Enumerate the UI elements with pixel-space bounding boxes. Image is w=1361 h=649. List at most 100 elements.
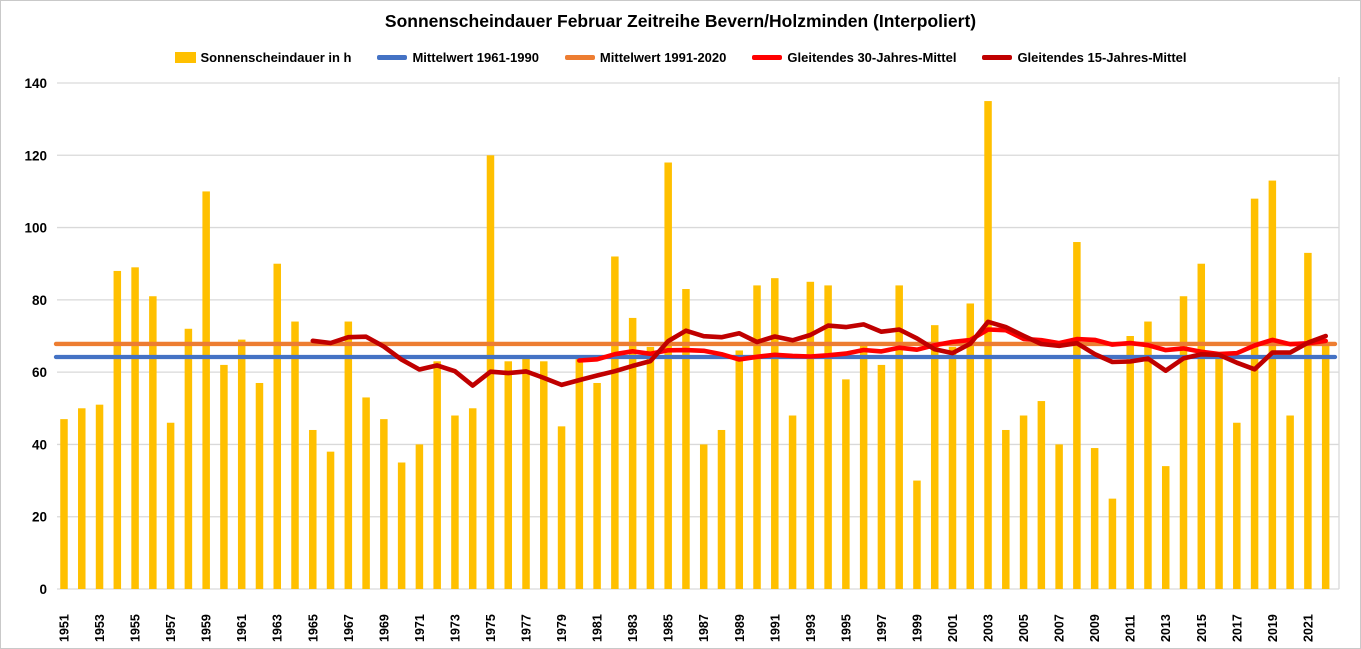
legend-item-3: Gleitendes 30-Jahres-Mittel — [752, 50, 956, 65]
y-tick-100: 100 — [24, 221, 47, 236]
bar-2007 — [1055, 444, 1063, 589]
x-tick-1999: 1999 — [910, 614, 924, 642]
bar-1954 — [113, 270, 122, 589]
x-tick-1959: 1959 — [200, 614, 214, 642]
x-tick-1997: 1997 — [875, 614, 889, 642]
bar-1955 — [131, 267, 139, 589]
chart-title: Sonnenscheindauer Februar Zeitreihe Beve… — [384, 11, 977, 31]
x-tick-2015: 2015 — [1195, 614, 1209, 642]
y-tick-20: 20 — [32, 510, 47, 525]
x-tick-1971: 1971 — [413, 614, 427, 642]
bar-1980 — [575, 357, 584, 589]
x-tick-1953: 1953 — [93, 614, 107, 642]
bar-2018 — [1250, 198, 1259, 589]
bar-1969 — [380, 419, 388, 589]
y-tick-0: 0 — [39, 582, 47, 597]
bar-1982 — [611, 256, 619, 589]
x-tick-1965: 1965 — [306, 614, 320, 642]
x-tick-1981: 1981 — [591, 614, 605, 642]
bar-1985 — [664, 162, 672, 589]
bar-1978 — [540, 361, 548, 589]
bar-1951 — [60, 419, 68, 589]
x-tick-1995: 1995 — [839, 614, 853, 642]
bar-2004 — [1002, 429, 1010, 589]
x-tick-1979: 1979 — [555, 614, 569, 642]
bar-1965 — [309, 429, 317, 589]
bar-1963 — [273, 263, 281, 589]
x-tick-2013: 2013 — [1159, 614, 1173, 642]
bar-2010 — [1108, 498, 1117, 589]
legend-item-0: Sonnenscheindauer in h — [174, 50, 351, 65]
bar-1995 — [842, 379, 850, 589]
bar-2020 — [1286, 415, 1294, 589]
y-tick-80: 80 — [32, 293, 47, 308]
bar-1973 — [451, 415, 459, 589]
bar-1977 — [522, 357, 530, 589]
bar-1968 — [362, 397, 370, 589]
x-tick-1963: 1963 — [271, 614, 285, 642]
bar-1989 — [735, 350, 744, 589]
bar-1976 — [504, 361, 512, 589]
line-swatch-icon — [982, 55, 1013, 60]
bar-2009 — [1090, 448, 1099, 589]
bar-1953 — [95, 404, 104, 589]
x-tick-2011: 2011 — [1124, 615, 1138, 642]
bar-2019 — [1268, 180, 1277, 590]
bar-1960 — [220, 364, 228, 589]
bar-1974 — [468, 408, 477, 589]
x-tick-1957: 1957 — [164, 614, 178, 642]
bar-1970 — [397, 462, 406, 589]
y-tick-60: 60 — [32, 365, 47, 380]
bar-1988 — [717, 429, 726, 589]
bar-1966 — [326, 451, 335, 589]
x-tick-2019: 2019 — [1266, 614, 1280, 642]
bar-1999 — [913, 480, 921, 589]
bar-1992 — [788, 415, 797, 589]
legend-item-1: Mittelwert 1961-1990 — [377, 50, 539, 65]
legend-label: Gleitendes 15-Jahres-Mittel — [1017, 50, 1187, 65]
bar-2015 — [1197, 263, 1206, 589]
bar-1952 — [78, 408, 86, 589]
y-tick-140: 140 — [24, 76, 47, 91]
bar-2008 — [1073, 242, 1081, 589]
x-tick-1985: 1985 — [662, 614, 676, 642]
x-tick-2021: 2021 — [1301, 614, 1315, 642]
bar-2005 — [1019, 415, 1028, 589]
legend-label: Gleitendes 30-Jahres-Mittel — [787, 50, 957, 65]
bar-1990 — [753, 285, 761, 589]
bar-2022 — [1321, 343, 1330, 589]
x-tick-2005: 2005 — [1017, 614, 1031, 642]
x-tick-1983: 1983 — [626, 614, 640, 642]
x-tick-1955: 1955 — [129, 614, 143, 642]
x-tick-1973: 1973 — [448, 614, 462, 642]
rolling-mean-30yr-line — [576, 327, 1328, 363]
x-tick-2017: 2017 — [1230, 614, 1244, 642]
y-tick-120: 120 — [24, 148, 47, 163]
bar-1964 — [291, 321, 299, 589]
bar-1957 — [166, 422, 175, 589]
bar-1956 — [149, 296, 157, 589]
legend-item-2: Mittelwert 1991-2020 — [564, 50, 727, 65]
legend: Sonnenscheindauer in h Mittelwert 1961-19… — [1, 50, 1360, 65]
line-swatch-icon — [564, 55, 595, 60]
y-tick-40: 40 — [32, 437, 47, 452]
legend-label: Mittelwert 1961-1990 — [412, 50, 539, 65]
bar-1993 — [806, 281, 815, 589]
bar-1971 — [415, 444, 424, 589]
bar-1991 — [771, 278, 779, 589]
bar-2021 — [1304, 252, 1312, 589]
x-tick-1977: 1977 — [520, 614, 534, 642]
x-tick-1989: 1989 — [733, 614, 747, 642]
rolling-mean-15yr-line — [310, 319, 1328, 388]
bar-1998 — [895, 285, 903, 589]
x-tick-1993: 1993 — [804, 614, 818, 642]
bar-1979 — [557, 426, 566, 589]
bar-1987 — [699, 444, 708, 589]
bar-1984 — [646, 346, 655, 589]
bar-1959 — [202, 191, 210, 589]
x-tick-2001: 2001 — [946, 614, 960, 642]
legend-label: Mittelwert 1991-2020 — [599, 50, 727, 65]
x-tick-2003: 2003 — [982, 614, 996, 642]
x-tick-2007: 2007 — [1053, 614, 1067, 642]
